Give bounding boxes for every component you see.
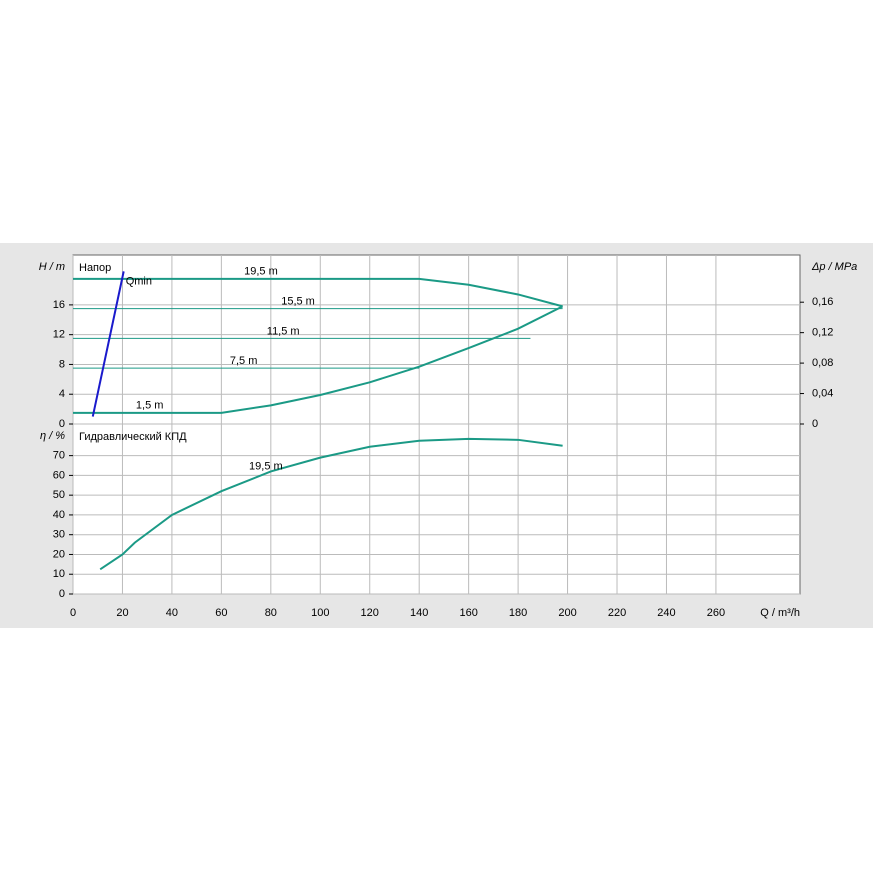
curve-label: 15,5 m: [281, 296, 315, 308]
x-tick-label: 260: [707, 607, 725, 619]
y-tick-label: 0: [59, 418, 65, 430]
x-tick-label: 200: [558, 607, 576, 619]
y2-axis-label: Δp / MPa: [811, 261, 857, 273]
y2-tick-label: 0,08: [812, 357, 833, 369]
x-tick-label: 80: [265, 607, 277, 619]
x-tick-label: 160: [459, 607, 477, 619]
curve-label: Qmin: [126, 275, 152, 287]
y-tick-label: 70: [53, 450, 65, 462]
y-tick-label: 30: [53, 529, 65, 541]
x-tick-label: 0: [70, 607, 76, 619]
y-axis-label: H / m: [39, 261, 65, 273]
x-tick-label: 120: [361, 607, 379, 619]
panel-title: Гидравлический КПД: [79, 431, 187, 443]
curve: [73, 305, 564, 414]
y2-tick-label: 0: [812, 418, 818, 430]
curve: [99, 437, 563, 571]
x-tick-label: 60: [215, 607, 227, 619]
x-tick-label: 100: [311, 607, 329, 619]
y-tick-label: 8: [59, 358, 65, 370]
y2-tick-label: 0,04: [812, 387, 833, 399]
y2-tick-label: 0,16: [812, 296, 833, 308]
panel-title: Напор: [79, 262, 111, 274]
y-axis-label: η / %: [40, 430, 65, 442]
y-tick-label: 60: [53, 469, 65, 481]
x-tick-label: 240: [657, 607, 675, 619]
y-tick-label: 40: [53, 509, 65, 521]
head-panel: [72, 254, 801, 425]
x-tick-label: 220: [608, 607, 626, 619]
y-tick-label: 16: [53, 299, 65, 311]
y-tick-label: 4: [59, 388, 65, 400]
x-tick-label: 140: [410, 607, 428, 619]
curve-label: 7,5 m: [230, 355, 258, 367]
x-tick-label: 20: [116, 607, 128, 619]
y-tick-label: 10: [53, 568, 65, 580]
curve-label: 19,5 m: [249, 460, 283, 472]
curve-label: 11,5 m: [267, 325, 300, 337]
x-tick-label: 180: [509, 607, 527, 619]
curve: [91, 271, 125, 417]
y2-tick-label: 0,12: [812, 327, 833, 339]
curve-label: 1,5 m: [136, 400, 164, 412]
y-tick-label: 20: [53, 548, 65, 560]
x-axis-label: Q / m³/h: [760, 607, 800, 619]
x-tick-label: 40: [166, 607, 178, 619]
y-tick-label: 50: [53, 489, 65, 501]
y-tick-label: 0: [59, 588, 65, 600]
curve-label: 19,5 m: [244, 266, 278, 278]
y-tick-label: 12: [53, 329, 65, 341]
curve: [73, 277, 563, 308]
